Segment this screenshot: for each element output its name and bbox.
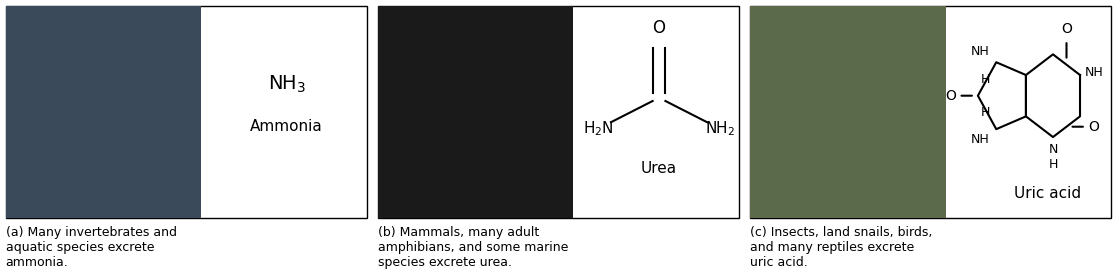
Text: O: O [652,19,666,37]
Text: H: H [981,73,990,86]
Text: H: H [1048,158,1058,171]
Text: O: O [1061,22,1072,36]
Text: H: H [981,105,990,119]
Text: Urea: Urea [641,161,677,176]
Text: Ammonia: Ammonia [250,119,323,134]
Text: H$_2$N: H$_2$N [583,119,613,138]
Text: NH: NH [971,45,990,58]
Text: NH$_3$: NH$_3$ [268,73,306,95]
Text: Uric acid: Uric acid [1014,186,1081,201]
Text: O: O [1088,120,1099,134]
Text: NH: NH [971,133,990,146]
Text: O: O [945,89,956,103]
Text: N: N [1048,143,1058,157]
Text: NH: NH [1085,66,1104,80]
Text: NH$_2$: NH$_2$ [705,119,735,138]
Text: (c) Insects, land snails, birds,
and many reptiles excrete
uric acid.: (c) Insects, land snails, birds, and man… [751,226,933,269]
Text: (a) Many invertebrates and
aquatic species excrete
ammonia.: (a) Many invertebrates and aquatic speci… [6,226,176,269]
Text: (b) Mammals, many adult
amphibians, and some marine
species excrete urea.: (b) Mammals, many adult amphibians, and … [378,226,569,269]
